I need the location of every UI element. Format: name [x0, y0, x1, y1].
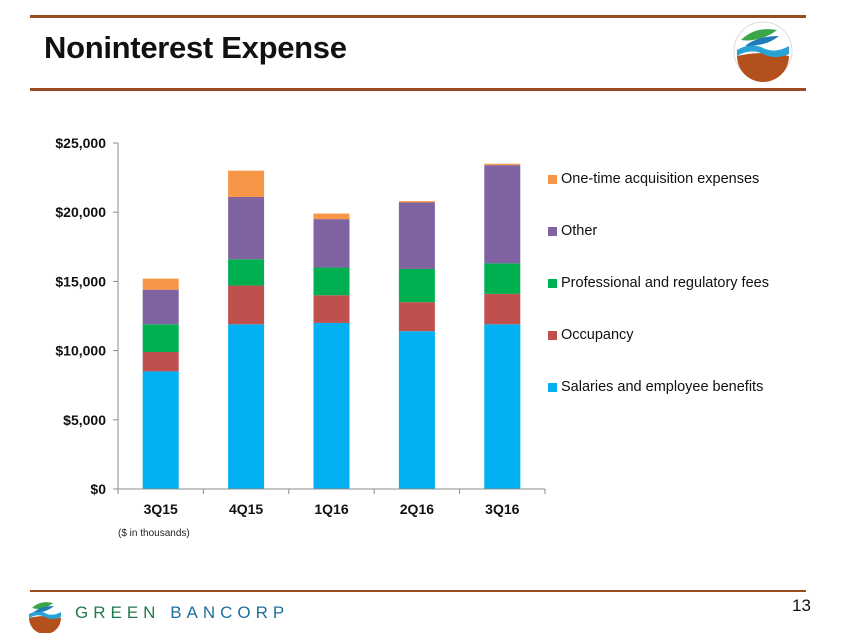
- green-bancorp-logo-icon: [733, 21, 793, 82]
- legend-label: Professional and regulatory fees: [561, 275, 769, 291]
- bar-segment: [398, 201, 435, 203]
- bar-segment: [484, 293, 521, 325]
- page-number: 13: [792, 596, 811, 615]
- bars: [142, 163, 521, 489]
- x-tick-label: 2Q16: [400, 501, 434, 517]
- y-tick-label: $5,000: [63, 412, 106, 428]
- legend-swatch: [548, 227, 557, 236]
- slide-title: Noninterest Expense: [44, 30, 347, 65]
- bar-segment: [484, 165, 521, 264]
- footer-logo-icon: [28, 598, 62, 633]
- bar-segment: [313, 213, 350, 220]
- legend-swatch: [548, 175, 557, 184]
- y-tick-label: $10,000: [55, 343, 106, 359]
- y-axis: $0 $5,000 $10,000 $15,000 $20,000 $25,000: [55, 135, 119, 497]
- top-rule: [30, 15, 806, 18]
- footer-brand-green: GREEN: [75, 603, 161, 622]
- units-note: ($ in thousands): [118, 528, 190, 539]
- bar-segment: [484, 163, 521, 166]
- legend-swatch: [548, 331, 557, 340]
- bar-segment: [313, 322, 350, 489]
- y-tick-label: $25,000: [55, 135, 106, 151]
- footer-brand: GREEN BANCORP: [75, 603, 289, 623]
- x-tick-label: 4Q15: [229, 501, 263, 517]
- bar-segment: [398, 331, 435, 489]
- bar-segment: [398, 268, 435, 303]
- footer-brand-bancorp: BANCORP: [170, 603, 290, 622]
- x-tick-label: 3Q15: [144, 501, 178, 517]
- header-rule: [30, 88, 806, 91]
- bar-segment: [228, 259, 265, 286]
- bar-segment: [313, 219, 350, 268]
- bar-segment: [228, 196, 265, 260]
- legend-label: Other: [561, 223, 598, 239]
- y-tick-label: $15,000: [55, 273, 106, 289]
- bar-segment: [142, 324, 179, 352]
- x-tick-label: 3Q16: [485, 501, 519, 517]
- bar-segment: [142, 278, 179, 290]
- bar-segment: [228, 285, 265, 325]
- bar-segment: [313, 267, 350, 296]
- bar-segment: [228, 170, 265, 197]
- x-axis: 3Q15 4Q15 1Q16 2Q16 3Q16: [117, 488, 546, 517]
- legend-label: Salaries and employee benefits: [561, 379, 764, 395]
- bar-segment: [142, 351, 179, 372]
- bar-segment: [484, 263, 521, 294]
- bar-segment: [228, 324, 265, 489]
- y-tick-label: $0: [90, 481, 106, 497]
- bar-segment: [313, 295, 350, 323]
- legend-swatch: [548, 279, 557, 288]
- legend-swatch: [548, 383, 557, 392]
- x-tick-label: 1Q16: [314, 501, 348, 517]
- bar-segment: [142, 289, 179, 325]
- legend-label: One-time acquisition expenses: [561, 171, 760, 187]
- footer-rule: [30, 590, 806, 592]
- y-tick-label: $20,000: [55, 204, 106, 220]
- bar-segment: [484, 324, 521, 489]
- bar-segment: [398, 302, 435, 332]
- bar-segment: [398, 202, 435, 269]
- legend-label: Occupancy: [561, 327, 634, 343]
- bar-segment: [142, 371, 179, 489]
